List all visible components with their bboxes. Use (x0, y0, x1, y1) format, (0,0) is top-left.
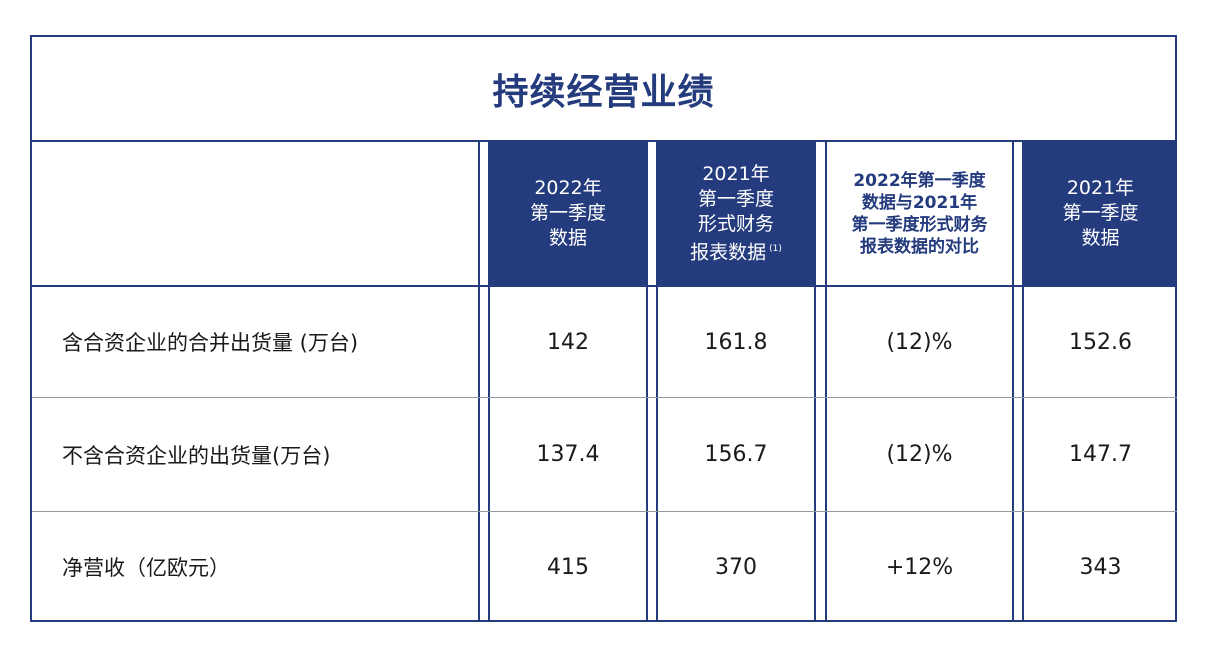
table-cell: 415 (547, 554, 589, 580)
row-label: 不含合资企业的出货量(万台) (62, 443, 331, 468)
column-divider (478, 142, 480, 622)
column-header-label: 2022年第一季度 数据与2021年 第一季度形式财务 报表数据的对比 (851, 170, 988, 257)
table-cell: 156.7 (704, 442, 768, 467)
column-header-label: 2022年 第一季度 数据 (529, 177, 606, 249)
column-divider (1022, 142, 1024, 622)
column-divider (646, 142, 648, 622)
row-divider (32, 511, 1177, 512)
table-cell: +12% (885, 554, 954, 580)
column-divider (656, 142, 658, 622)
row-divider (32, 397, 1177, 398)
column-header-label: 2021年 第一季度 数据 (1062, 177, 1139, 249)
column-divider (488, 142, 490, 622)
column-divider (825, 142, 827, 622)
table-cell: (12)% (886, 442, 953, 467)
table-cell: 370 (715, 554, 757, 580)
title-row: 持续经营业绩 (32, 37, 1175, 142)
table-title: 持续经营业绩 (492, 71, 715, 113)
table-cell: 147.7 (1069, 442, 1132, 467)
table-cell: 142 (547, 329, 589, 355)
row-label: 含合资企业的合并出货量 (万台) (62, 331, 359, 355)
column-header-2021-q1-proforma: 2021年 第一季度 形式财务 报表数据 (1) (658, 142, 814, 285)
results-table: 持续经营业绩 2022年 第一季度 数据 2021年 第一季度 形式财务 报表数… (30, 35, 1177, 622)
table-cell: 161.8 (704, 329, 768, 355)
table-cell: 343 (1079, 554, 1122, 580)
column-header-2022-q1: 2022年 第一季度 数据 (490, 142, 646, 285)
header-divider (32, 285, 1177, 287)
table-cell: 137.4 (536, 442, 600, 467)
footnote-marker: (1) (769, 243, 782, 254)
table-cell: (12)% (886, 329, 953, 355)
table-cell: 152.6 (1069, 329, 1132, 355)
column-header-label: 2021年 第一季度 形式财务 报表数据 (1) (690, 162, 782, 264)
column-divider (814, 142, 816, 622)
column-divider (1012, 142, 1014, 622)
column-header-comparison: 2022年第一季度 数据与2021年 第一季度形式财务 报表数据的对比 (827, 142, 1012, 285)
row-label: 净营收（亿欧元） (62, 556, 230, 580)
column-header-2021-q1: 2021年 第一季度 数据 (1024, 142, 1177, 285)
